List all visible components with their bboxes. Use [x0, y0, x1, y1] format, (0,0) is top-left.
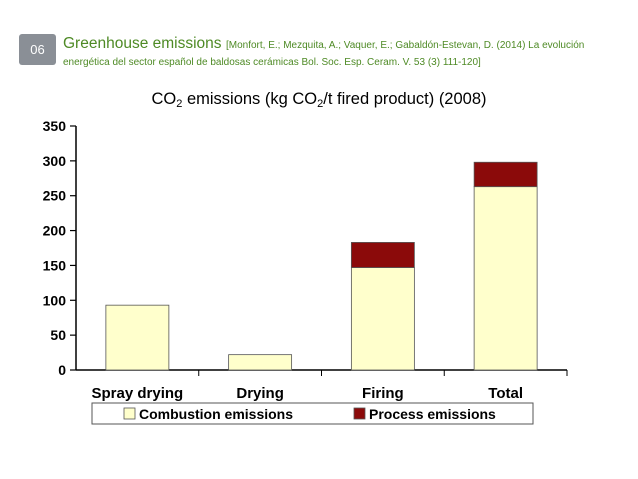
legend-label: Process emissions [369, 406, 496, 422]
y-tick-label: 100 [43, 292, 67, 308]
y-tick-label: 250 [43, 188, 67, 204]
x-category-label: Spray drying [92, 385, 184, 402]
slide-number-badge: 06 [19, 34, 56, 65]
chart-title-subscript-1: 2 [176, 98, 183, 110]
legend-label: Combustion emissions [139, 406, 293, 422]
y-tick-label: 50 [50, 327, 66, 343]
x-category-label: Drying [236, 385, 284, 402]
y-tick-label: 0 [58, 362, 66, 378]
bar-combustion [105, 304, 170, 371]
slide-title: Greenhouse emissions [63, 35, 222, 52]
chart-title-part-1: CO [151, 90, 177, 108]
bar-combustion [228, 354, 293, 371]
legend-box [91, 402, 534, 425]
legend-swatch [123, 407, 136, 420]
x-category-label: Firing [362, 385, 404, 402]
bar-process [350, 242, 415, 268]
slide-header: Greenhouse emissions [Monfort, E.; Mezqu… [63, 36, 623, 70]
y-tick-label: 350 [43, 118, 67, 134]
legend-swatch [353, 407, 366, 420]
bar-process [473, 161, 538, 188]
chart-title-part-3: /t fired product) (2008) [323, 90, 487, 108]
reference-line-2: energética del sector español de baldosa… [63, 57, 481, 68]
chart-title-subscript-2: 2 [317, 98, 324, 110]
y-tick-label: 300 [43, 153, 67, 169]
y-tick-label: 200 [43, 223, 67, 239]
y-tick-label: 150 [43, 257, 67, 273]
bar-combustion [350, 267, 415, 371]
x-category-label: Total [488, 385, 523, 402]
reference-line-1: [Monfort, E.; Mezquita, A.; Vaquer, E.; … [225, 40, 585, 51]
chart-title-part-2: emissions (kg CO [182, 90, 318, 108]
bar-combustion [473, 186, 538, 371]
chart-title: CO2 emissions (kg CO2/t fired product) (… [0, 90, 638, 110]
